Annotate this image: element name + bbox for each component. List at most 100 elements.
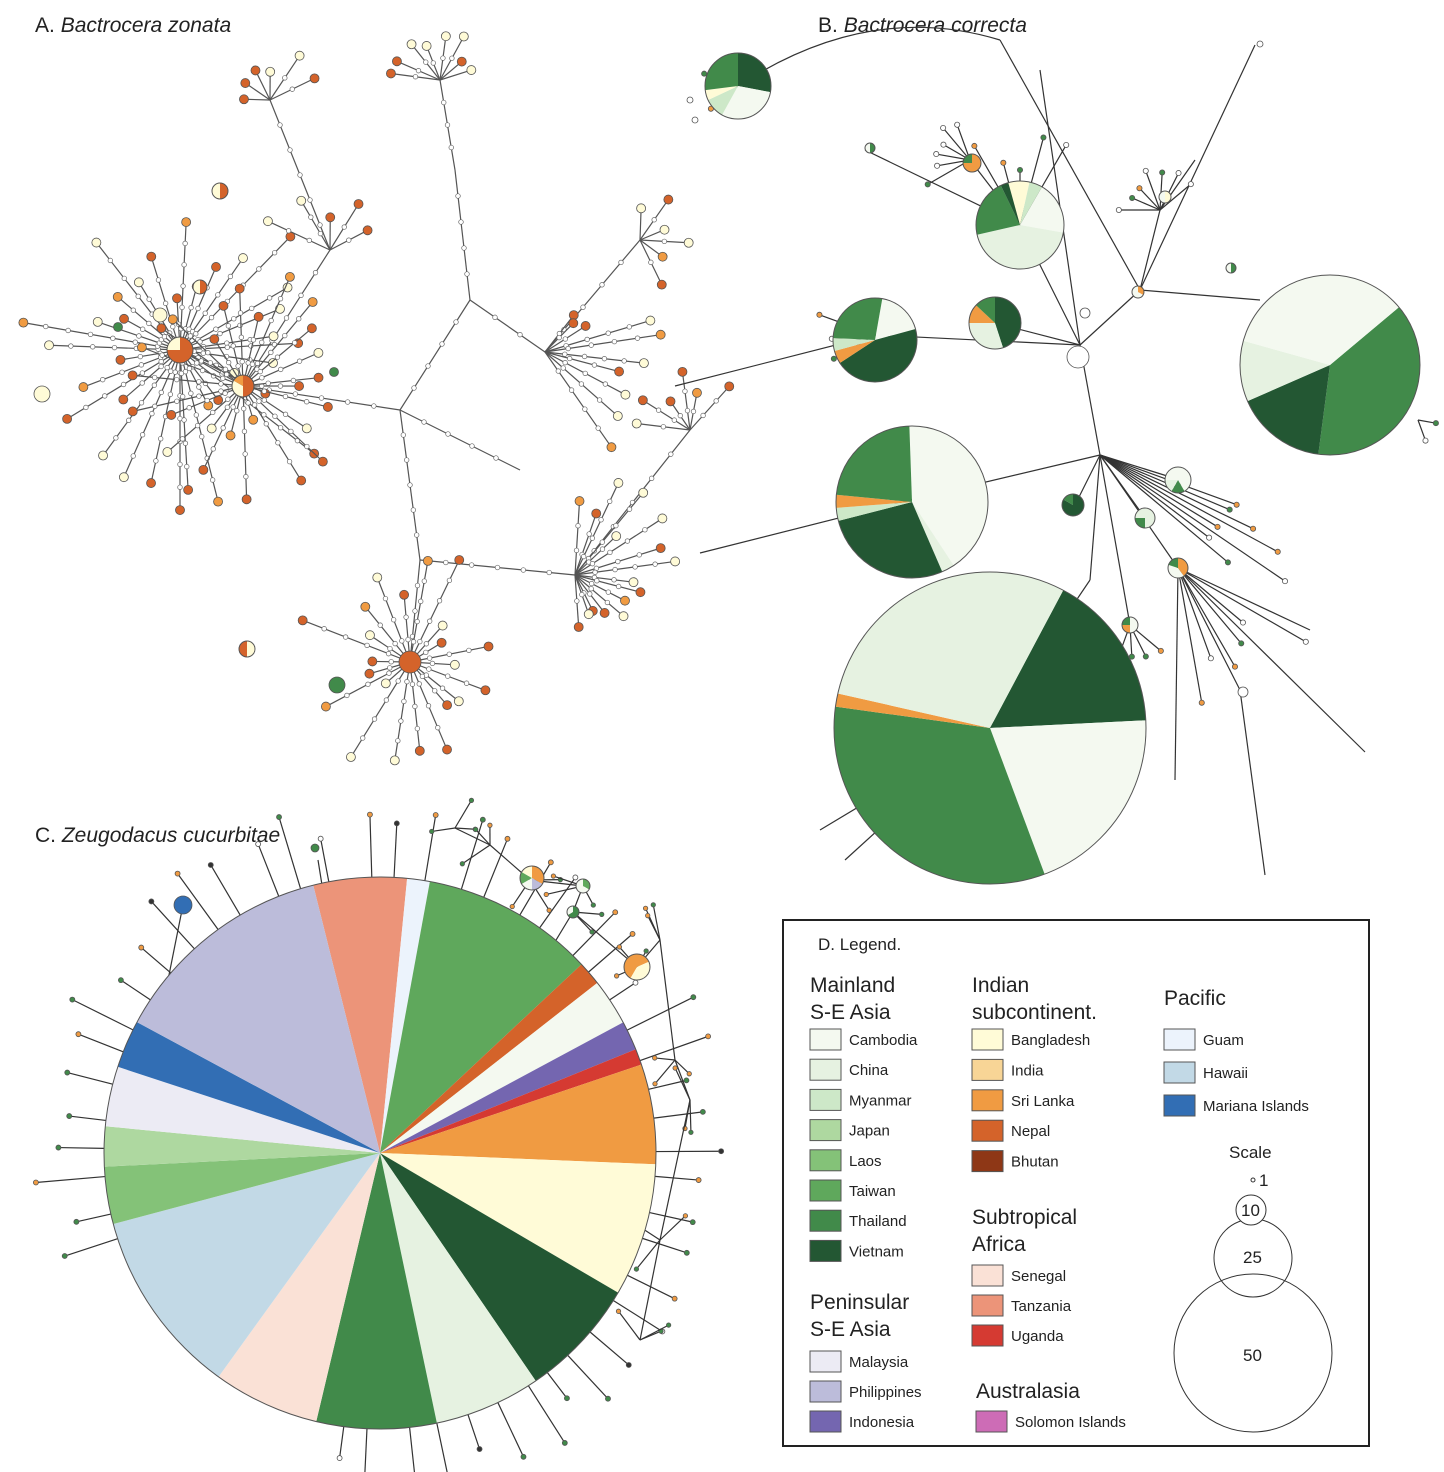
haplotype-node (677, 366, 688, 377)
haplotype-node (476, 1446, 483, 1452)
hub-pie (166, 336, 194, 364)
haplotype-node (543, 891, 549, 898)
intermediate-node (249, 305, 255, 311)
legend-heading-africa: Africa (972, 1233, 1026, 1256)
intermediate-node (417, 638, 423, 645)
haplotype-node (112, 291, 123, 302)
network-edge (626, 996, 694, 1031)
pie-slice (239, 641, 247, 657)
intermediate-node (382, 595, 389, 602)
legend-label: Cambodia (849, 1032, 918, 1049)
haplotype-node (64, 1069, 71, 1076)
pie-slice (1171, 480, 1185, 494)
intermediate-node (90, 344, 96, 350)
haplotype-node (422, 555, 433, 566)
intermediate-node (466, 647, 472, 653)
intermediate-node (411, 385, 417, 391)
intermediate-node (461, 245, 467, 251)
network-edge (278, 816, 302, 889)
node-pie (1164, 466, 1192, 494)
network-edge (1177, 567, 1242, 644)
network-edge (120, 979, 151, 1001)
pie-outline (833, 571, 1147, 885)
intermediate-node (210, 409, 216, 416)
haplotype-node (483, 641, 494, 652)
network-edge (454, 169, 471, 301)
haplotype-node (310, 843, 320, 853)
intermediate-node (412, 703, 418, 710)
network-edge (64, 1238, 118, 1257)
pie-slice (835, 693, 990, 728)
legend-swatch (971, 1150, 1004, 1173)
intermediate-node (283, 315, 290, 321)
haplotype-node (421, 41, 432, 51)
pie-outline (835, 425, 989, 579)
intermediate-node (595, 425, 601, 431)
intermediate-node (132, 339, 138, 345)
haplotype-node (353, 199, 364, 209)
pie-slice (839, 328, 918, 383)
haplotype-node (440, 31, 451, 42)
intermediate-node (445, 431, 451, 437)
intermediate-node (469, 443, 475, 449)
intermediate-node (242, 451, 248, 457)
intermediate-node (399, 638, 405, 644)
intermediate-node (427, 618, 433, 624)
intermediate-node (365, 681, 371, 687)
intermediate-node (285, 228, 292, 234)
network-edge (1177, 567, 1311, 631)
intermediate-node (618, 259, 624, 266)
intermediate-node (161, 334, 168, 340)
intermediate-node (241, 406, 247, 412)
intermediate-node (567, 355, 573, 362)
intermediate-node (121, 275, 127, 282)
pie-slice (380, 964, 598, 1153)
haplotype-node (1000, 159, 1007, 166)
haplotype-node (364, 668, 375, 679)
haplotype-node (118, 472, 129, 483)
network-edge (574, 482, 619, 576)
intermediate-node (580, 304, 586, 310)
node-pie (192, 279, 208, 295)
haplotype-node (655, 543, 666, 554)
haplotype-node (294, 381, 305, 391)
intermediate-node (296, 358, 303, 364)
intermediate-node (492, 314, 498, 320)
legend-groups: Mainland S-E Asia Cambodia China Myanmar Japa… (809, 974, 1309, 1433)
intermediate-node (581, 553, 587, 560)
pie-slice (104, 1153, 381, 1225)
intermediate-node (126, 417, 132, 423)
intermediate-node (599, 546, 606, 552)
haplotype-node (225, 430, 236, 441)
network-edge (674, 1067, 691, 1101)
intermediate-node (186, 365, 193, 372)
intermediate-node (178, 370, 185, 376)
network-edge (399, 299, 471, 411)
network-edge (574, 535, 617, 576)
pie-slice (836, 426, 912, 502)
haplotype-node (520, 1453, 527, 1460)
intermediate-node (139, 432, 146, 438)
pie-slice (836, 502, 912, 521)
intermediate-node (493, 455, 499, 461)
haplotype-node (372, 572, 383, 583)
legend-label: Bangladesh (1011, 1032, 1090, 1049)
intermediate-node (455, 193, 461, 199)
intermediate-node (230, 343, 236, 349)
pie-slice (976, 185, 1020, 235)
intermediate-node (241, 428, 248, 434)
intermediate-node (179, 436, 186, 442)
intermediate-node (164, 364, 170, 371)
network-edge (654, 1175, 699, 1181)
intermediate-node (624, 538, 631, 544)
intermediate-node (308, 214, 314, 220)
intermediate-node (677, 413, 683, 419)
network-edge (242, 276, 291, 387)
intermediate-node (494, 564, 501, 571)
network-edge (659, 1215, 686, 1241)
intermediate-node (130, 307, 136, 313)
node-pie (575, 878, 591, 894)
network-edge (431, 827, 456, 833)
intermediate-node (200, 350, 206, 356)
haplotype-node (689, 1219, 696, 1226)
